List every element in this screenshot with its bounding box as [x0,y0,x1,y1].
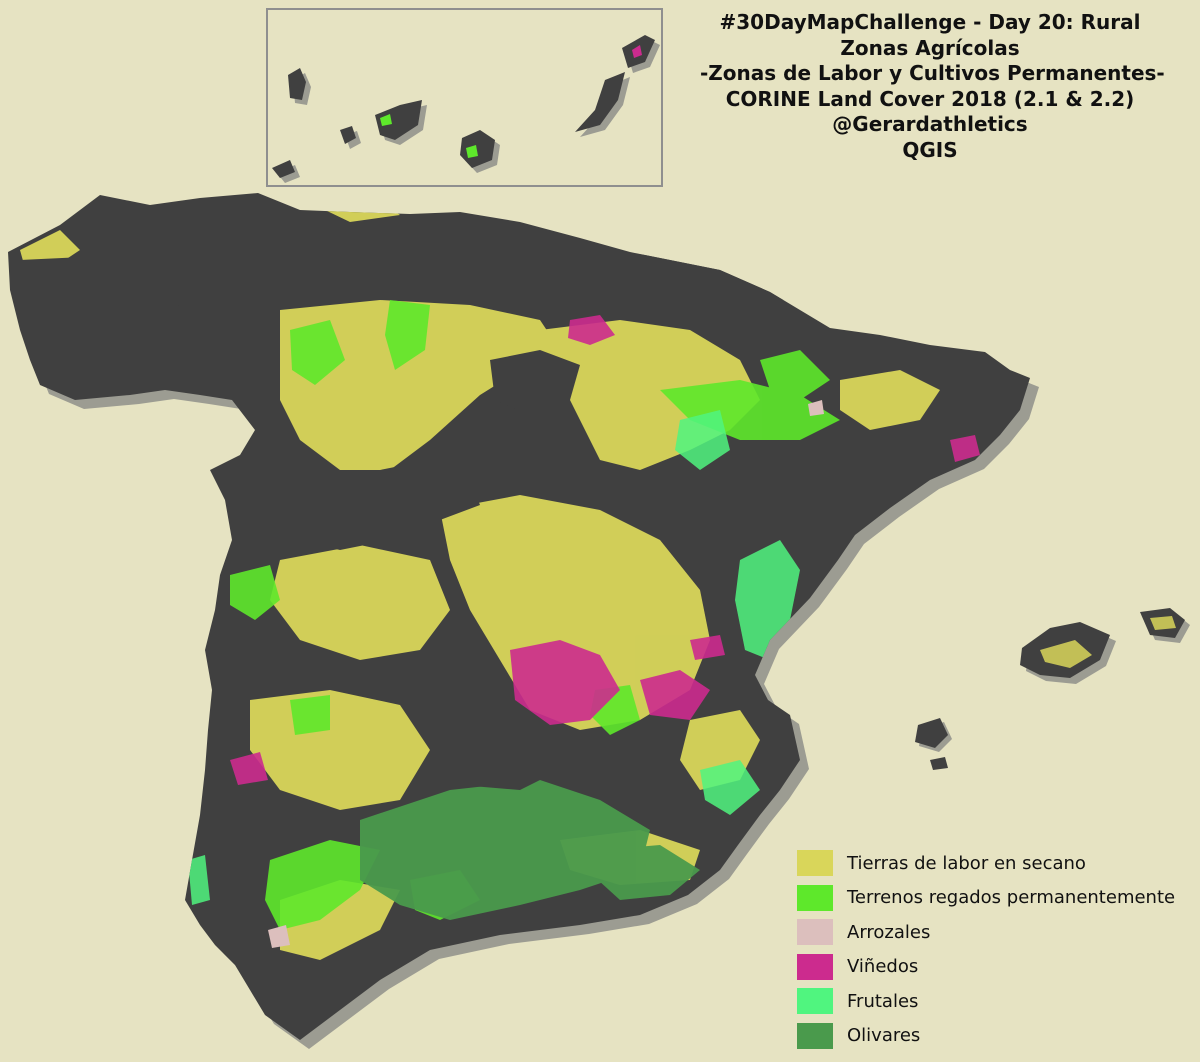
subtitle-line: Zonas Agrícolas [840,35,1020,60]
legend-label: Arrozales [847,921,931,943]
legend-label: Olivares [847,1025,921,1047]
canary-islands-inset [266,8,663,187]
software-line: QGIS [902,137,958,162]
source-line: CORINE Land Cover 2018 (2.1 & 2.2) [725,86,1135,111]
legend-item: Terrenos regados permanentemente [797,881,1175,916]
legend-swatch [797,884,833,911]
map-legend: Tierras de labor en secano Terrenos rega… [797,846,1175,1053]
legend-swatch [797,850,833,877]
legend-swatch [797,919,833,946]
legend-item: Viñedos [797,950,1175,985]
author-line: @Gerardathletics [832,112,1028,136]
legend-item: Arrozales [797,915,1175,950]
legend-item: Frutales [797,984,1175,1019]
legend-item: Tierras de labor en secano [797,846,1175,881]
balearic-islands [915,608,1190,770]
title-line: #30DayMapChallenge - Day 20: Rural [719,10,1141,34]
land-cover-layer [20,193,980,960]
legend-swatch [797,1022,833,1049]
legend-swatch [797,988,833,1015]
legend-label: Viñedos [847,956,919,978]
legend-item: Olivares [797,1019,1175,1054]
map-title-block: #30DayMapChallenge - Day 20: Rural Zonas… [700,10,1165,163]
legend-label: Frutales [847,990,919,1012]
legend-label: Tierras de labor en secano [847,852,1086,874]
legend-label: Terrenos regados permanentemente [847,887,1176,909]
subtitle-line: -Zonas de Labor y Cultivos Permanentes- [700,61,1165,85]
legend-swatch [797,953,833,980]
